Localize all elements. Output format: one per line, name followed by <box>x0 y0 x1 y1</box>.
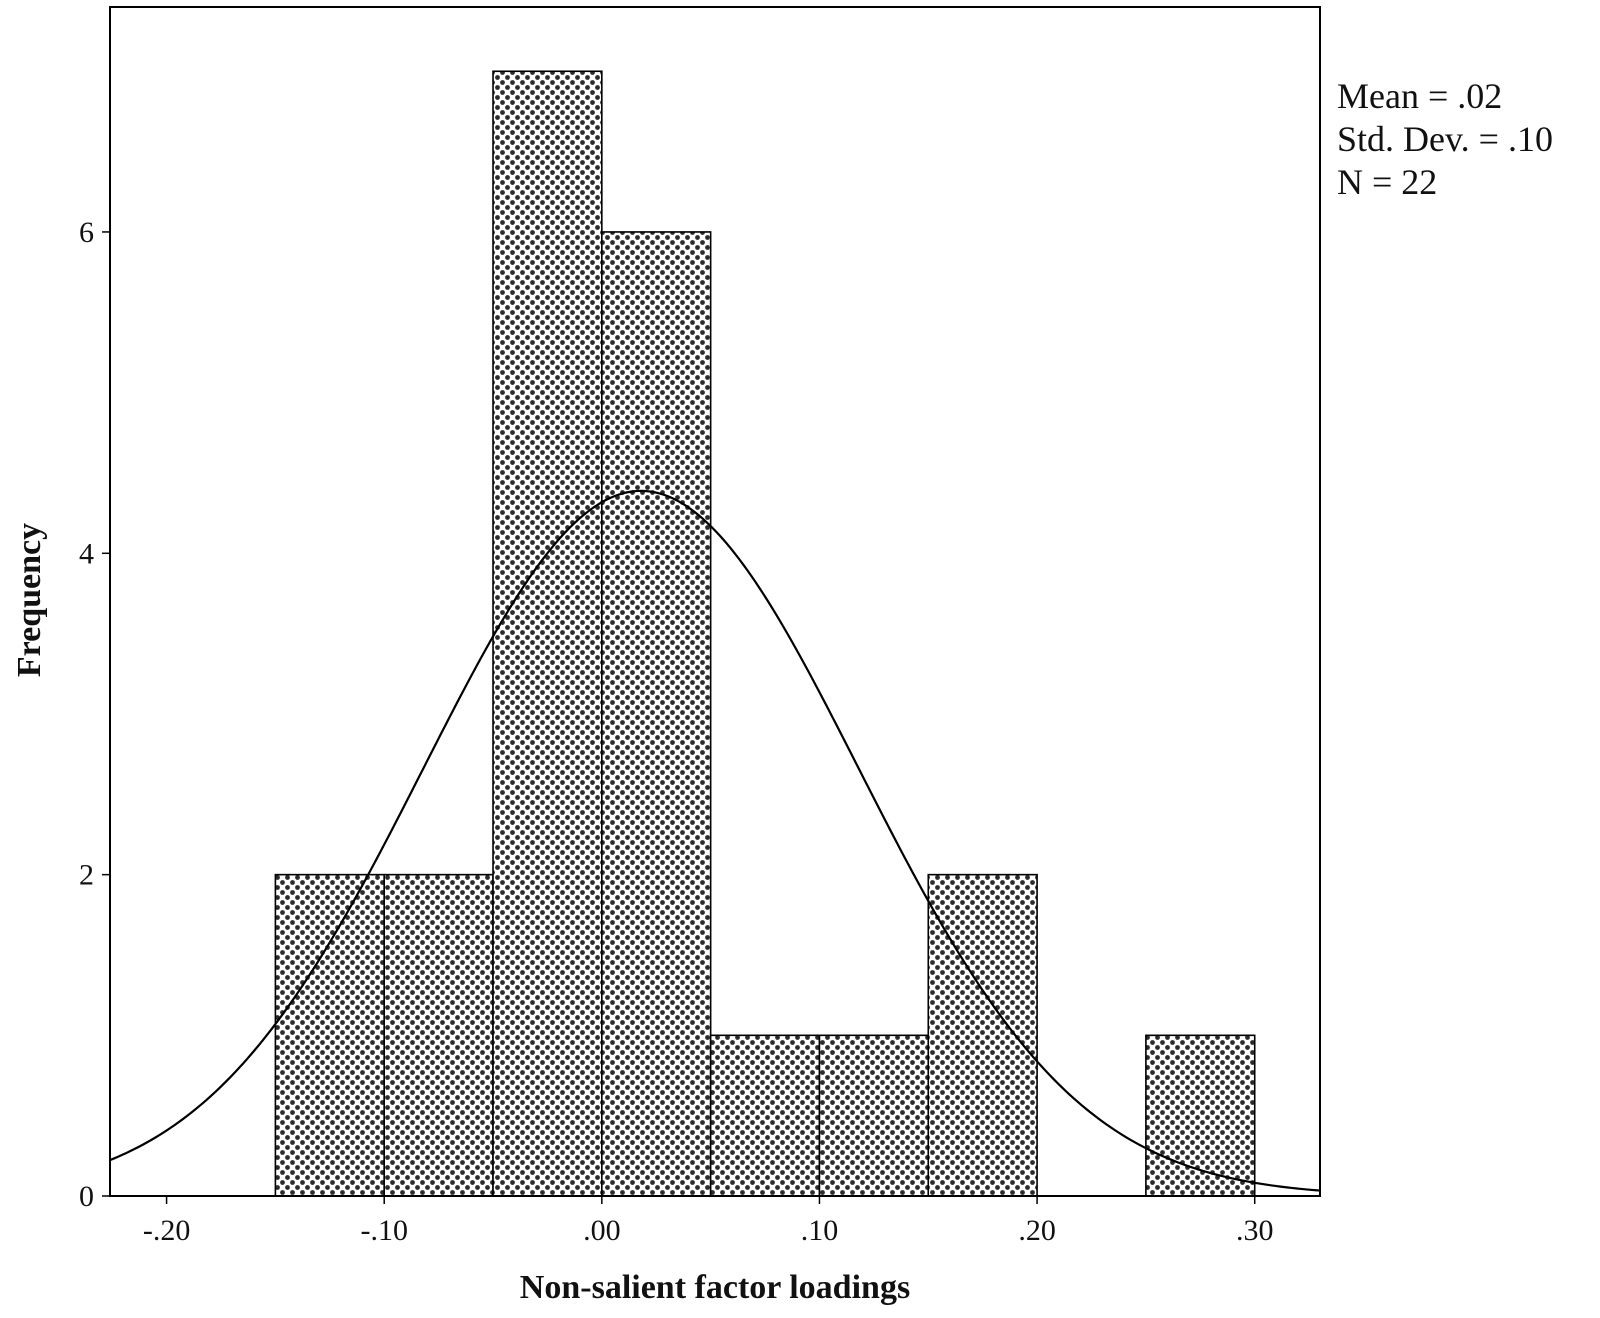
normal-curve <box>110 489 1320 1192</box>
y-axis-title: Frequency <box>11 523 48 677</box>
histogram-bar <box>492 70 603 1197</box>
plot-frame <box>109 6 1321 1197</box>
x-tick-label: -.20 <box>143 1214 191 1247</box>
histogram-bar <box>383 873 494 1197</box>
y-axis: 0 2 4 6 <box>79 216 110 1213</box>
x-tick-label: .10 <box>801 1214 839 1247</box>
x-tick-label: .20 <box>1018 1214 1056 1247</box>
x-tick-label: -.10 <box>360 1214 408 1247</box>
x-tick-label: .30 <box>1236 1214 1274 1247</box>
x-tick-label: .00 <box>583 1214 621 1247</box>
histogram-bar <box>1145 1034 1256 1197</box>
y-tick-label: 6 <box>79 216 94 249</box>
histogram-bar <box>274 873 386 1197</box>
x-axis: -.20 -.10 .00 .10 .20 .30 <box>143 1196 1274 1247</box>
y-tick-label: 4 <box>79 537 94 570</box>
histogram-bars <box>274 70 1256 1197</box>
y-tick-label: 0 <box>79 1180 94 1213</box>
histogram-bar <box>709 1034 821 1197</box>
histogram-bar <box>818 1034 930 1197</box>
histogram-bar <box>927 873 1038 1197</box>
stats-sd: Std. Dev. = .10 <box>1337 119 1553 159</box>
histogram-bar <box>601 231 712 1197</box>
x-axis-title: Non-salient factor loadings <box>520 1269 910 1306</box>
y-tick-label: 2 <box>79 859 94 892</box>
stats-n: N = 22 <box>1337 162 1437 202</box>
stats-mean: Mean = .02 <box>1337 76 1502 116</box>
